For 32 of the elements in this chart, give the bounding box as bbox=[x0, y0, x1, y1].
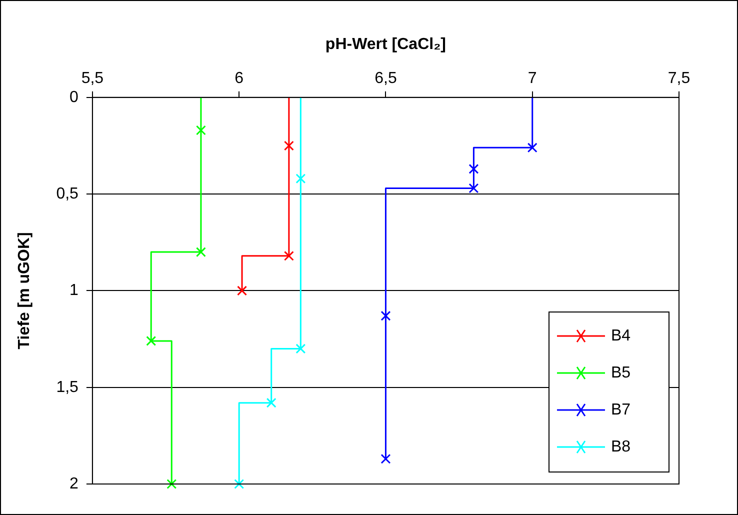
point bbox=[296, 344, 306, 354]
point bbox=[146, 336, 156, 346]
x-tick-label: 5,5 bbox=[81, 70, 104, 88]
y-tick-label: 2 bbox=[70, 475, 79, 492]
legend-label: B4 bbox=[611, 327, 631, 344]
x-tick-label: 7,5 bbox=[668, 70, 690, 88]
point bbox=[468, 183, 479, 194]
y-tick-label: 0 bbox=[70, 88, 79, 106]
point bbox=[237, 286, 248, 296]
legend-label: B7 bbox=[611, 401, 631, 418]
point bbox=[196, 125, 206, 136]
x-tick-label: 7 bbox=[528, 70, 537, 88]
point bbox=[166, 479, 177, 489]
point bbox=[234, 479, 244, 489]
point bbox=[196, 247, 206, 258]
point bbox=[284, 250, 294, 261]
point bbox=[284, 140, 294, 151]
point bbox=[266, 398, 276, 408]
x-axis-title: pH-Wert [CaCl₂] bbox=[325, 36, 446, 54]
x-tick-label: 6,5 bbox=[374, 70, 397, 88]
y-tick-label: 1,5 bbox=[56, 378, 79, 396]
point bbox=[296, 174, 306, 184]
x-tick-label: 6 bbox=[234, 70, 244, 88]
point bbox=[468, 164, 479, 174]
legend-label: B5 bbox=[611, 364, 631, 382]
legend-label: B8 bbox=[611, 438, 631, 456]
point bbox=[380, 454, 391, 464]
y-tick-label: 0,5 bbox=[56, 185, 79, 202]
y-tick-label: 1 bbox=[70, 282, 79, 300]
point bbox=[527, 142, 538, 153]
point bbox=[380, 310, 391, 321]
y-axis-title: Tiefe [m uGOK] bbox=[16, 232, 34, 350]
